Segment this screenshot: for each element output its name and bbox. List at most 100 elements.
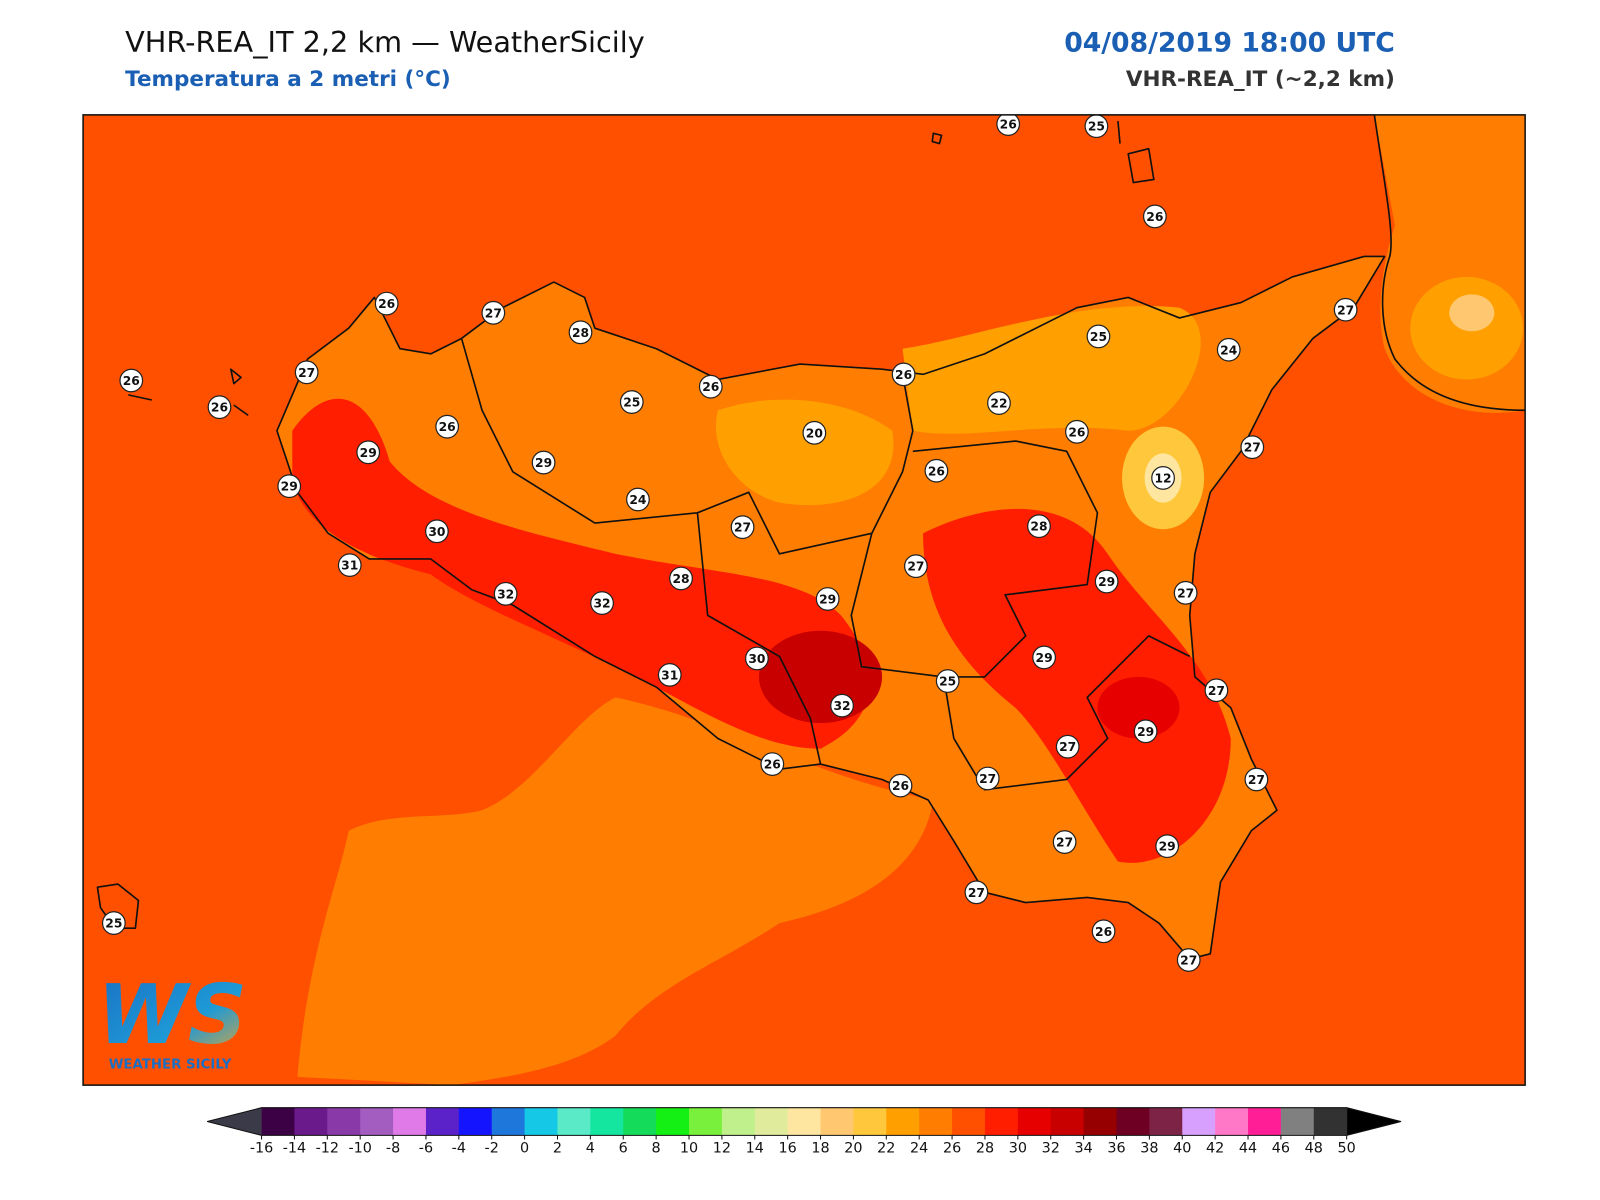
colorbar-tick-label: 8 <box>652 1141 661 1157</box>
core-hot <box>758 630 883 724</box>
station-marker <box>435 414 460 439</box>
station-marker <box>619 390 644 414</box>
station-value: 26 <box>764 758 781 772</box>
station-value: 27 <box>907 560 924 574</box>
pantelleria <box>96 883 140 930</box>
station-value: 29 <box>1159 840 1176 854</box>
colorbar-bin <box>1313 1107 1348 1136</box>
colorbar-bin <box>393 1107 427 1136</box>
station-value: 26 <box>1095 925 1112 939</box>
station-marker <box>657 662 682 687</box>
station-value: 24 <box>1220 343 1237 357</box>
station-value: 27 <box>298 366 315 380</box>
station-value: 27 <box>979 772 996 786</box>
colorbar-tick-label: 34 <box>1074 1141 1092 1157</box>
station-value: 27 <box>968 886 985 900</box>
station-marker <box>1055 734 1080 759</box>
colorbar-bin <box>623 1107 657 1136</box>
colorbar-bin <box>984 1107 1019 1136</box>
colorbar-tick-label: 12 <box>713 1141 731 1157</box>
station-value: 26 <box>378 297 395 311</box>
station-value: 27 <box>1056 836 1073 850</box>
station-value: 26 <box>1000 118 1017 132</box>
station-marker <box>1084 114 1109 139</box>
map-frame <box>82 114 1526 1086</box>
colorbar-tick-label: 24 <box>910 1141 928 1157</box>
colorbar-tick-label: 28 <box>976 1141 994 1157</box>
colorbar-bin <box>491 1107 526 1136</box>
station-value: 32 <box>593 597 610 611</box>
colorbar-tick-label: 20 <box>844 1141 862 1157</box>
colorbar-bin <box>1182 1107 1216 1136</box>
station-value: 20 <box>806 426 823 440</box>
station-value: 27 <box>1177 586 1194 600</box>
station-marker <box>207 395 232 420</box>
station-value: 30 <box>748 652 765 666</box>
station-marker <box>1155 834 1180 859</box>
sicily-coast <box>276 255 1386 960</box>
colorbar-tick-label: -2 <box>485 1141 499 1157</box>
colorbar-tick-label: 42 <box>1206 1141 1224 1157</box>
colorbar-tick-label: -14 <box>283 1141 306 1157</box>
station-value: 27 <box>1180 954 1197 968</box>
colorbar-bin <box>590 1107 624 1136</box>
station-value: 27 <box>485 306 502 320</box>
nebrodi-cool <box>902 306 1201 434</box>
colorbar-bin <box>919 1107 953 1136</box>
datetime: 04/08/2019 18:00 UTC <box>1064 28 1395 59</box>
station-value: 30 <box>428 525 445 539</box>
station-marker <box>531 450 556 475</box>
station-marker <box>1091 919 1116 944</box>
station-marker <box>1173 580 1198 605</box>
station-marker <box>1065 419 1089 444</box>
colorbar-tick-label: 22 <box>877 1141 895 1157</box>
station-value: 26 <box>895 368 912 382</box>
colorbar-tick-label: 40 <box>1173 1141 1191 1157</box>
station-marker <box>1094 569 1119 594</box>
station-value: 25 <box>939 675 956 689</box>
station-value: 27 <box>1244 441 1261 455</box>
colorbar-tick-label: 10 <box>680 1141 698 1157</box>
station-marker <box>987 391 1011 415</box>
station-marker <box>760 752 785 776</box>
station-value: 26 <box>702 380 719 394</box>
station-value: 29 <box>819 593 836 607</box>
station-value: 27 <box>1059 740 1076 754</box>
colorbar-tick-label: 6 <box>619 1141 628 1157</box>
station-marker <box>101 911 126 935</box>
madonie-cool <box>715 399 894 506</box>
colorbar-bin <box>754 1107 789 1136</box>
east-core <box>1097 676 1180 739</box>
station-marker <box>1244 767 1269 792</box>
station-value: 31 <box>341 559 358 573</box>
colorbar-tick-label: -6 <box>419 1141 433 1157</box>
colorbar-bin <box>1017 1107 1052 1136</box>
station-value: 22 <box>990 397 1007 411</box>
station-marker <box>1216 337 1241 362</box>
station-marker <box>356 440 381 465</box>
station-value: 25 <box>105 917 122 931</box>
station-marker <box>964 880 989 905</box>
station-value: 26 <box>439 420 456 434</box>
colorbar-bin <box>820 1107 854 1136</box>
station-value: 26 <box>1068 425 1085 439</box>
logo-mark: WS <box>97 968 247 1063</box>
station-marker <box>669 566 693 591</box>
calabria-coast <box>1373 114 1526 412</box>
station-marker <box>590 591 614 615</box>
station-marker <box>903 554 928 579</box>
station-marker <box>626 487 650 512</box>
model-label: VHR-REA_IT (~2,2 km) <box>1126 67 1395 92</box>
colorbar-tick-label: 44 <box>1239 1141 1257 1157</box>
station-value: 26 <box>928 464 945 478</box>
station-value: 32 <box>497 587 514 601</box>
station-marker <box>1333 297 1358 322</box>
colorbar-bin <box>524 1107 558 1136</box>
southwest-hot <box>292 398 870 749</box>
station-value: 26 <box>123 374 140 388</box>
colorbar-bin <box>425 1107 460 1136</box>
colorbar-bin <box>1215 1107 1249 1136</box>
calabria-cool <box>1449 294 1495 332</box>
